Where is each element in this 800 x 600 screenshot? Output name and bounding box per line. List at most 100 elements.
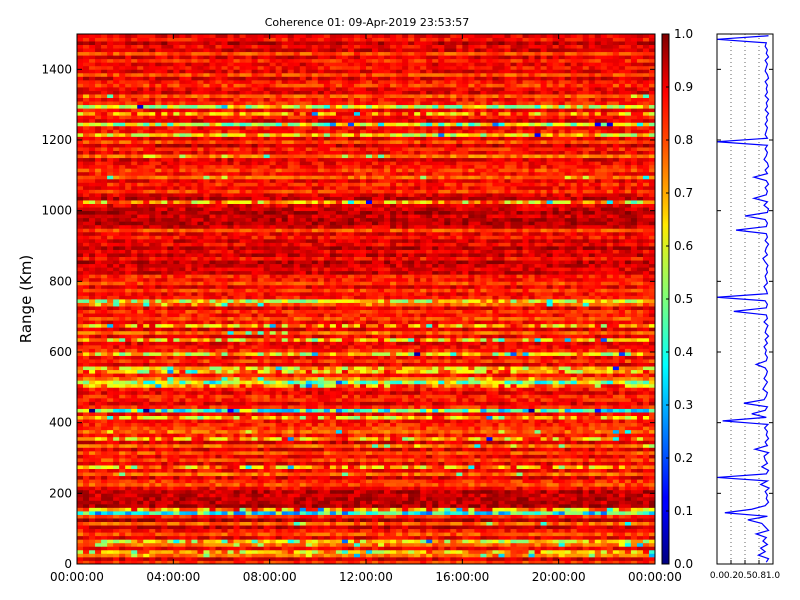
heatmap-cell — [323, 549, 331, 554]
heatmap-cell — [161, 422, 168, 427]
heatmap-cell — [486, 553, 493, 558]
heatmap-cell — [107, 511, 114, 515]
heatmap-cell — [221, 489, 228, 494]
heatmap-cell — [299, 394, 307, 399]
heatmap-cell — [101, 440, 108, 445]
heatmap-cell — [311, 465, 319, 469]
heatmap-cell — [269, 475, 277, 480]
heatmap-cell — [510, 401, 517, 406]
heatmap-cell — [293, 472, 301, 477]
heatmap-cell — [426, 521, 433, 526]
heatmap-cell — [606, 514, 614, 519]
heatmap-cell — [353, 489, 361, 494]
heatmap-cell — [299, 560, 307, 564]
heatmap-cell — [125, 454, 132, 459]
heatmap-cell — [462, 397, 469, 402]
heatmap-cell — [275, 450, 283, 455]
heatmap-cell — [534, 415, 541, 420]
heatmap-cell — [221, 525, 228, 530]
heatmap-cell — [137, 405, 144, 409]
heatmap-cell — [546, 468, 554, 473]
heatmap-cell — [323, 394, 331, 399]
heatmap-cell — [233, 556, 240, 561]
heatmap-cell — [101, 412, 108, 416]
heatmap-cell — [528, 433, 535, 438]
heatmap-cell — [630, 500, 638, 505]
heatmap-cell — [89, 458, 96, 462]
heatmap-cell — [420, 433, 427, 438]
heatmap-cell — [329, 560, 337, 564]
heatmap-cell — [179, 511, 186, 515]
heatmap-cell — [606, 440, 614, 445]
heatmap-cell — [299, 521, 307, 526]
heatmap-cell — [522, 528, 529, 533]
heatmap-cell — [329, 394, 337, 399]
heatmap-cell — [366, 479, 373, 484]
heatmap-cell — [245, 479, 252, 484]
heatmap-cell — [185, 542, 192, 547]
heatmap-cell — [233, 408, 240, 413]
heatmap-cell — [119, 553, 126, 558]
heatmap-cell — [77, 503, 84, 508]
heatmap-cell — [642, 553, 650, 558]
heatmap-cell — [155, 511, 162, 515]
heatmap-cell — [534, 458, 541, 462]
heatmap-cell — [570, 503, 578, 508]
heatmap-cell — [227, 556, 234, 561]
heatmap-cell — [323, 503, 331, 508]
heatmap-cell — [570, 560, 578, 564]
heatmap-cell — [233, 401, 240, 406]
heatmap-cell — [89, 532, 96, 537]
heatmap-cell — [287, 503, 295, 508]
heatmap-cell — [131, 503, 138, 508]
heatmap-cell — [311, 500, 319, 505]
heatmap-cell — [396, 556, 403, 561]
heatmap-cell — [359, 525, 367, 530]
heatmap-cell — [287, 419, 295, 424]
heatmap-cell — [191, 380, 198, 385]
heatmap-cell — [486, 514, 493, 519]
heatmap-cell — [77, 468, 84, 473]
heatmap-cell — [113, 479, 120, 484]
heatmap-cell — [245, 422, 252, 427]
heatmap-cell — [588, 436, 596, 441]
heatmap-cell — [582, 479, 590, 484]
heatmap-cell — [197, 475, 204, 480]
heatmap-cell — [347, 447, 355, 452]
heatmap-cell — [564, 514, 572, 519]
heatmap-cell — [558, 394, 566, 399]
heatmap-cell — [143, 525, 150, 530]
heatmap-cell — [390, 405, 397, 409]
heatmap-cell — [642, 486, 650, 491]
heatmap-cell — [107, 542, 114, 547]
heatmap-cell — [492, 507, 499, 512]
heatmap-cell — [618, 500, 626, 505]
heatmap-cell — [245, 383, 252, 388]
heatmap-cell — [281, 443, 289, 448]
heatmap-cell — [149, 472, 156, 477]
heatmap-cell — [390, 383, 397, 388]
heatmap-cell — [468, 461, 475, 466]
heatmap-cell — [582, 542, 590, 547]
heatmap-cell — [137, 493, 144, 498]
heatmap-cell — [516, 383, 523, 388]
heatmap-cell — [191, 429, 198, 434]
heatmap-cell — [648, 426, 655, 431]
heatmap-cell — [570, 419, 578, 424]
heatmap-cell — [534, 433, 541, 438]
heatmap-cell — [510, 415, 517, 420]
heatmap-cell — [612, 532, 620, 537]
heatmap-cell — [414, 443, 421, 448]
heatmap-cell — [582, 503, 590, 508]
heatmap-cell — [203, 496, 210, 501]
heatmap-cell — [233, 419, 240, 424]
heatmap-cell — [131, 387, 138, 392]
heatmap-cell — [257, 511, 265, 515]
heatmap-cell — [101, 560, 108, 564]
heatmap-cell — [624, 440, 632, 445]
heatmap-cell — [378, 546, 385, 551]
heatmap-cell — [474, 521, 481, 526]
heatmap-cell — [444, 454, 451, 459]
heatmap-cell — [353, 440, 361, 445]
heatmap-cell — [257, 525, 265, 530]
